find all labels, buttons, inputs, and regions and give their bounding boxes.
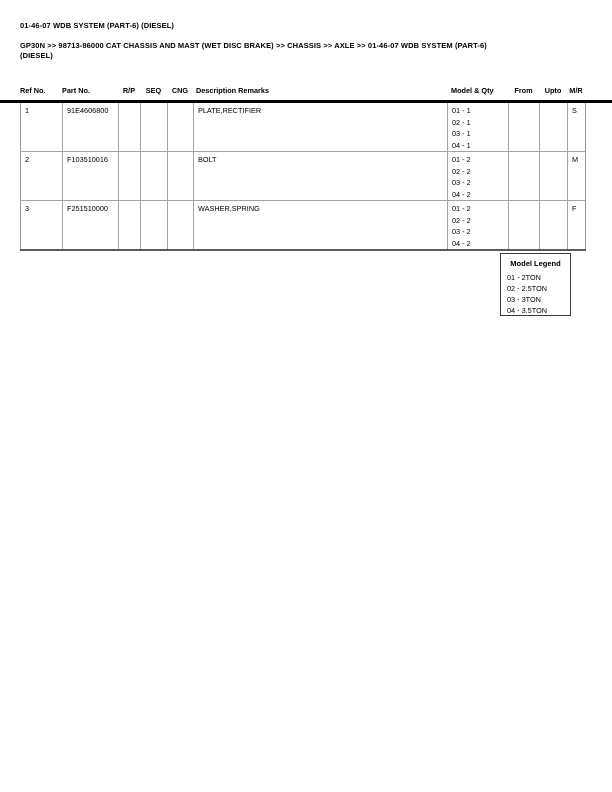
cell-mr: M [567, 151, 586, 201]
header-rule [0, 100, 612, 103]
legend-item: 02 - 2.5TON [507, 284, 548, 293]
header-part-no: Part No. [62, 86, 90, 95]
cell-mr: S [567, 103, 586, 152]
page-title: 01-46-07 WDB SYSTEM (PART-6) (DIESEL) [20, 21, 174, 30]
model-legend-items: 01 - 2TON 02 - 2.5TON 03 - 3TON 04 - 3.5… [507, 272, 570, 316]
header-mr: M/R [569, 86, 583, 95]
cell-from [508, 151, 540, 201]
cell-from [508, 103, 540, 152]
table-row: 2 F103510016 BOLT 01 - 2 02 - 2 03 - 2 0… [20, 151, 586, 201]
cell-upto [539, 103, 568, 152]
cell-part-no: F251510000 [62, 200, 119, 250]
header-seq: SEQ [145, 86, 162, 95]
model-legend: Model Legend 01 - 2TON 02 - 2.5TON 03 - … [500, 253, 571, 316]
cell-rp [118, 103, 141, 152]
header-from: From [514, 86, 533, 95]
cell-cng [167, 103, 194, 152]
header-cng: CNG [171, 86, 189, 95]
header-description-remarks: Description Remarks [196, 86, 269, 95]
legend-item: 04 - 3.5TON [507, 306, 548, 315]
breadcrumb: GP30N >> 98713-86000 CAT CHASSIS AND MAS… [20, 41, 487, 60]
cell-part-no: 91E4606800 [62, 103, 119, 152]
cell-seq [140, 103, 168, 152]
table-row: 3 F251510000 WASHER,SPRING 01 - 2 02 - 2… [20, 200, 586, 250]
cell-description: PLATE,RECTIFIER [193, 103, 448, 152]
legend-item: 01 - 2TON [507, 273, 541, 282]
cell-ref-no: 1 [25, 106, 30, 115]
cell-ref-no: 3 [20, 200, 63, 250]
cell-cng [167, 200, 194, 250]
cell-from [508, 200, 540, 250]
cell-model-qty: 01 - 2 02 - 2 03 - 2 04 - 2 [447, 151, 509, 201]
cell-mr: F [567, 200, 586, 250]
cell-upto [539, 151, 568, 201]
table-row: 1 91E4606800 PLATE,RECTIFIER 01 - 1 02 -… [21, 103, 586, 152]
table-header-row: Ref No. Part No. R/P SEQ CNG Description… [20, 86, 585, 99]
header-upto: Upto [544, 86, 562, 95]
cell-seq [140, 151, 168, 201]
cell-description: BOLT [193, 151, 448, 201]
header-rp: R/P [122, 86, 136, 95]
cell-rp [118, 151, 141, 201]
header-ref-no: Ref No. [20, 86, 46, 95]
cell-rp [118, 200, 141, 250]
cell-upto [539, 200, 568, 250]
model-legend-title: Model Legend [510, 259, 561, 268]
cell-model-qty: 01 - 2 02 - 2 03 - 2 04 - 2 [447, 200, 509, 250]
cell-description: WASHER,SPRING [193, 200, 448, 250]
cell-ref-no: 2 [20, 151, 63, 201]
cell-cng [167, 151, 194, 201]
header-model-qty: Model & Qty [451, 86, 494, 95]
cell-model-qty: 01 - 1 02 - 1 03 - 1 04 - 1 [447, 103, 509, 152]
cell-part-no: F103510016 [62, 151, 119, 201]
cell-seq [140, 200, 168, 250]
parts-table: 1 91E4606800 PLATE,RECTIFIER 01 - 1 02 -… [20, 103, 586, 251]
legend-item: 03 - 3TON [507, 295, 541, 304]
